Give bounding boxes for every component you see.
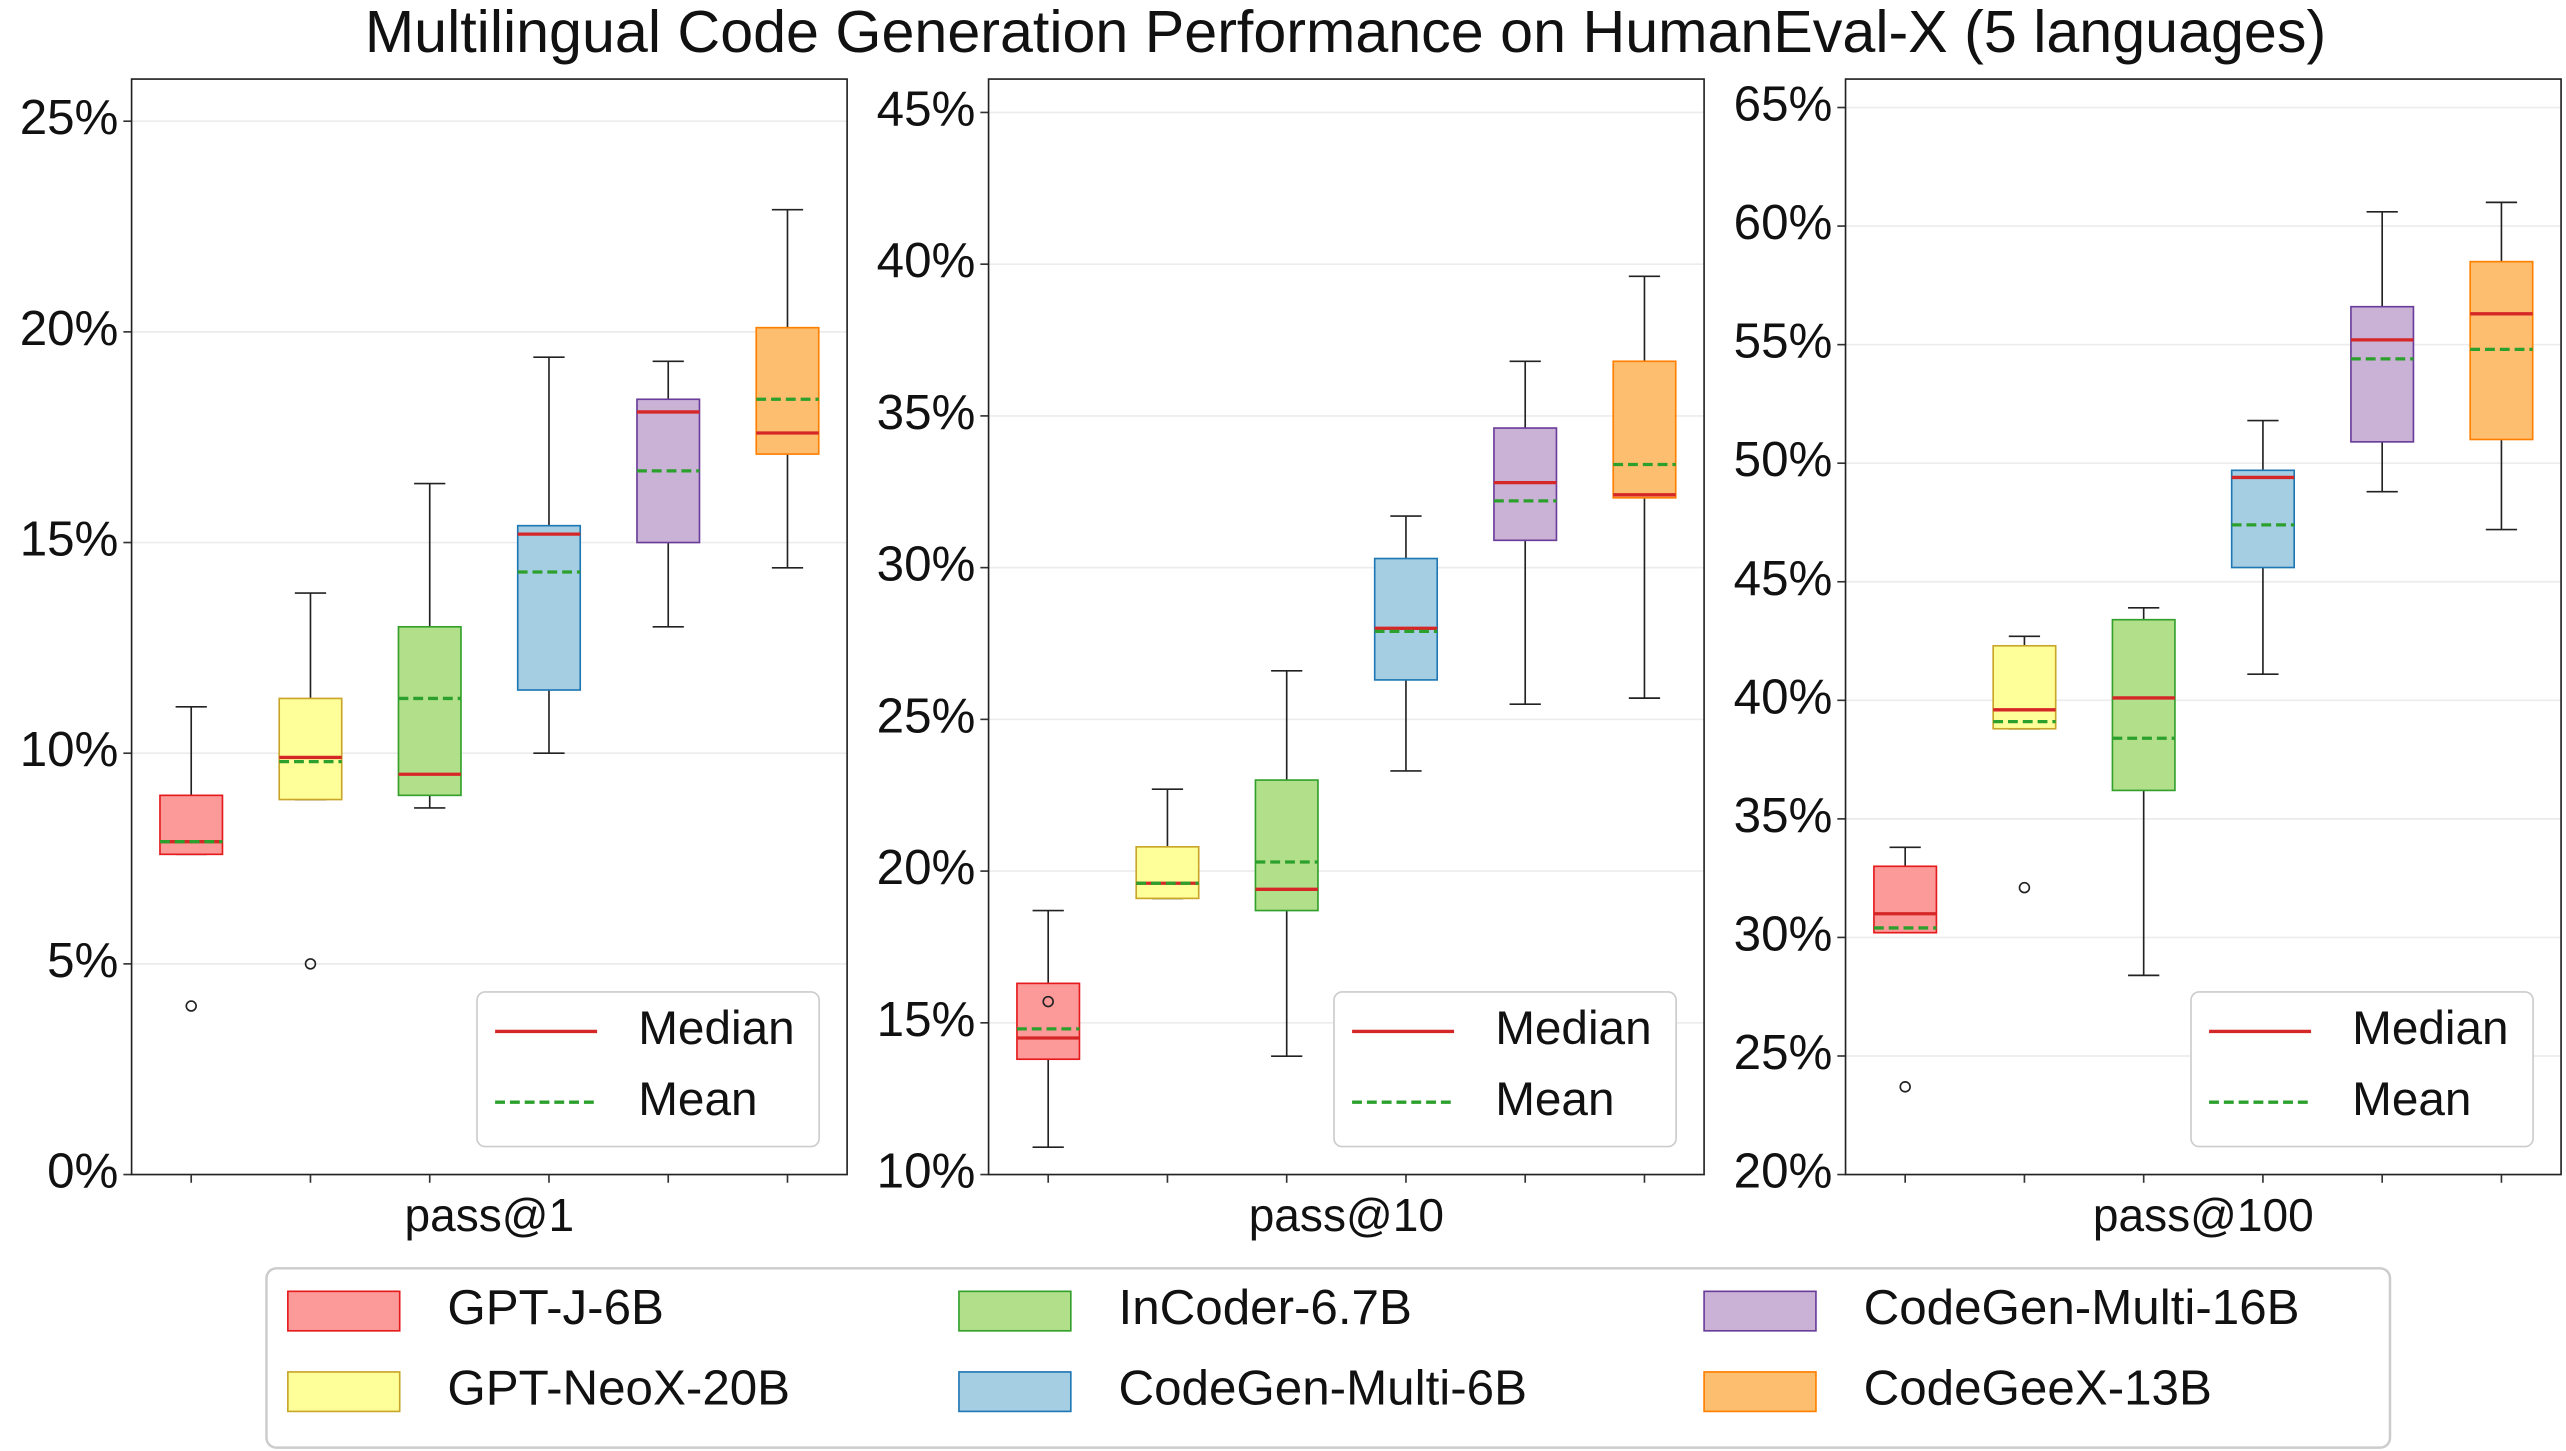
box [516,524,582,691]
legend-label: CodeGen-Multi-6B [1119,1361,1528,1416]
y-tick-label: 20% [1734,1144,1833,1199]
legend-swatch [1703,1371,1817,1413]
y-tick-label: 25% [20,90,119,145]
y-tick-label: 25% [1734,1025,1833,1080]
legend-label: GPT-NeoX-20B [447,1361,790,1416]
box [2350,305,2415,443]
series-legend-frame [265,1267,2392,1449]
legend-label: CodeGen-Multi-16B [1864,1280,2300,1335]
x-axis-label: pass@100 [2093,1189,2314,1241]
y-tick-label: 20% [877,840,976,895]
y-tick-label: 55% [1734,314,1833,369]
flier [1042,995,1054,1008]
box [1254,779,1319,912]
chart-title: Multilingual Code Generation Performance… [365,0,2326,65]
box [159,794,224,856]
y-tick-label: 10% [20,722,119,777]
box [1373,557,1439,681]
legend-label: Median [1495,1002,1651,1055]
y-tick-label: 40% [1734,669,1833,724]
flier [1899,1081,1911,1093]
y-tick-label: 30% [1734,906,1833,961]
y-tick-label: 65% [1734,77,1833,132]
box [1612,360,1677,499]
x-axis-label: pass@1 [405,1189,575,1241]
legend-label: GPT-J-6B [447,1280,664,1335]
box [278,697,343,801]
legend-swatch [1703,1290,1817,1332]
y-tick-label: 0% [47,1144,118,1199]
legend-label: CodeGeeX-13B [1864,1361,2212,1416]
box [1016,982,1081,1061]
legend-label: Median [638,1002,794,1055]
legend-label: InCoder-6.7B [1119,1280,1412,1335]
y-tick-label: 45% [877,81,976,136]
y-tick-label: 45% [1734,551,1833,606]
flier [304,958,317,970]
legend-swatch [958,1371,1072,1413]
flier [2018,881,2031,894]
box [2230,469,2296,569]
plot-frame [1844,78,2562,1176]
y-tick-label: 30% [877,537,976,592]
y-tick-label: 20% [20,301,119,356]
legend-label: Mean [2352,1073,2471,1126]
box [1873,865,1938,934]
box [755,326,820,455]
plot-frame [130,78,848,1176]
x-axis-label: pass@10 [1249,1189,1444,1241]
legend-swatch [287,1371,401,1413]
y-tick-label: 15% [20,512,119,567]
legend-label: Mean [1495,1073,1614,1126]
y-tick-label: 35% [877,385,976,440]
y-tick-label: 50% [1734,432,1833,487]
legend-label: Mean [638,1073,757,1126]
y-tick-label: 60% [1734,195,1833,250]
legend-swatch [958,1290,1072,1332]
y-tick-label: 10% [877,1144,976,1199]
y-tick-label: 25% [877,688,976,743]
box [1135,845,1200,900]
y-tick-label: 35% [1734,788,1833,843]
legend-swatch [287,1290,401,1332]
legend-label: Median [2352,1002,2508,1055]
plot-frame [987,78,1705,1176]
box [2111,618,2176,792]
box [1992,644,2057,730]
y-tick-label: 5% [47,933,118,988]
flier [185,1000,197,1012]
y-tick-label: 40% [877,233,976,288]
y-tick-label: 15% [877,992,976,1047]
box [397,625,462,797]
